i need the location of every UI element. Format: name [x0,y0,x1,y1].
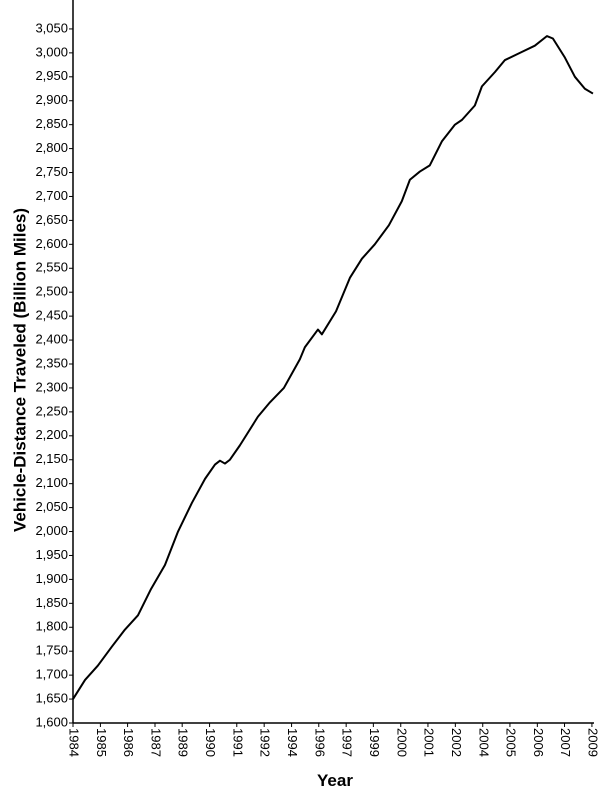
x-tick-label: 1989 [176,728,191,757]
y-axis-title: Vehicle-Distance Traveled (Billion Miles… [10,208,29,532]
y-tick-label: 2,000 [35,523,68,538]
y-tick-label: 2,100 [35,475,68,490]
y-tick-label: 1,750 [35,643,68,658]
x-tick-label: 2004 [476,728,491,757]
y-tick-label: 1,650 [35,691,68,706]
x-axis-title: Year [317,771,353,790]
y-tick-label: 2,650 [35,212,68,227]
x-tick-label: 2002 [449,728,464,757]
data-line [72,35,594,700]
y-tick-label: 2,200 [35,427,68,442]
y-tick-label: 2,900 [35,92,68,107]
y-tick-label: 2,450 [35,308,68,323]
x-tick-label: 1999 [367,728,382,757]
x-tick-label: 2000 [394,728,409,757]
y-tick-label: 2,550 [35,260,68,275]
x-tick-label: 2009 [585,728,600,757]
y-tick-label: 2,250 [35,403,68,418]
y-tick-label: 2,050 [35,499,68,514]
x-tick-label: 2001 [422,728,437,757]
x-tick-label: 1985 [94,728,109,757]
x-tick-label: 1992 [258,728,273,757]
y-tick-label: 2,500 [35,284,68,299]
x-tick-label: 1991 [230,728,245,757]
x-tick-label: 2007 [558,728,573,757]
x-tick-label: 2005 [503,728,518,757]
y-tick-label: 2,850 [35,116,68,131]
y-tick-label: 1,850 [35,595,68,610]
y-tick-label: 2,750 [35,164,68,179]
y-tick-label: 2,600 [35,236,68,251]
y-tick-label: 1,950 [35,547,68,562]
y-tick-label: 2,950 [35,68,68,83]
y-tick-label: 2,350 [35,355,68,370]
x-tick-label: 1996 [312,728,327,757]
x-tick-label: 1997 [340,728,355,757]
y-tick-label: 3,050 [35,20,68,35]
y-tick-label: 1,600 [35,714,68,729]
y-tick-label: 2,400 [35,332,68,347]
y-tick-label: 1,900 [35,571,68,586]
y-tick-label: 2,150 [35,451,68,466]
y-tick-label: 2,700 [35,188,68,203]
x-tick-label: 2006 [531,728,546,757]
x-tick-label: 1990 [203,728,218,757]
x-tick-label: 1987 [149,728,164,757]
y-tick-label: 3,000 [35,44,68,59]
x-tick-label: 1994 [285,728,300,757]
y-tick-label: 1,700 [35,667,68,682]
x-tick-label: 1986 [121,728,136,757]
x-tick-label: 1984 [67,728,82,757]
y-tick-label: 2,800 [35,140,68,155]
y-tick-label: 1,800 [35,619,68,634]
y-tick-label: 2,300 [35,379,68,394]
